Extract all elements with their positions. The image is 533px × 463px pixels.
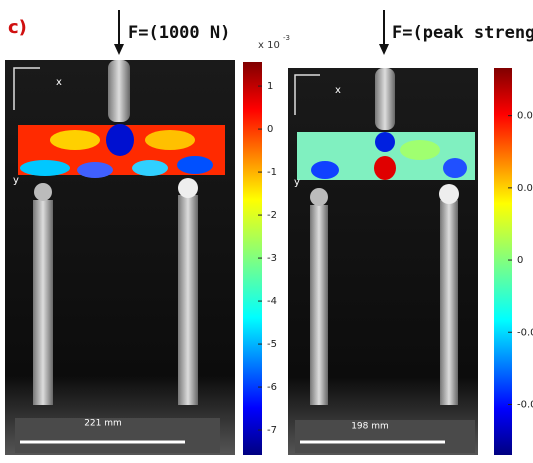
tick-label: -1	[267, 167, 277, 178]
tick-label: -3	[267, 253, 277, 264]
figure: c) 221 mm x y F=(1000 N) x 10 -3	[0, 0, 533, 463]
tick-label: -0.01	[517, 399, 533, 410]
axis-label: x	[56, 77, 62, 88]
tick-label: 0	[517, 255, 523, 266]
scale-bar-label: 198 mm	[351, 422, 389, 432]
force-arrow-head	[114, 44, 124, 55]
force-label: F=(peak strength)	[392, 23, 533, 43]
tick-label: 1	[267, 81, 273, 92]
tick-label: -4	[267, 296, 277, 307]
axis-label: x	[335, 85, 341, 96]
panel-label: c)	[8, 17, 27, 38]
tick-label: -0.005	[517, 327, 533, 338]
force-label: F=(1000 N)	[128, 23, 230, 43]
photo	[288, 68, 478, 455]
tick-label: -5	[267, 339, 277, 350]
axis-label: y	[13, 175, 19, 186]
tick-label: -6	[267, 382, 277, 393]
force-arrow-head	[379, 44, 389, 55]
colorbar-exponent: -3	[283, 34, 290, 42]
tick-label: 0.005	[517, 183, 533, 194]
photo	[5, 60, 235, 455]
tick-label: 0.01	[517, 111, 533, 122]
tick-label: 0	[267, 124, 273, 135]
axis-label: y	[294, 177, 300, 188]
colorbar-multiplier: x 10	[258, 40, 280, 51]
tick-label: -2	[267, 210, 277, 221]
scale-bar-label: 221 mm	[84, 419, 122, 429]
colorbar	[494, 68, 512, 455]
tick-label: -7	[267, 425, 277, 436]
